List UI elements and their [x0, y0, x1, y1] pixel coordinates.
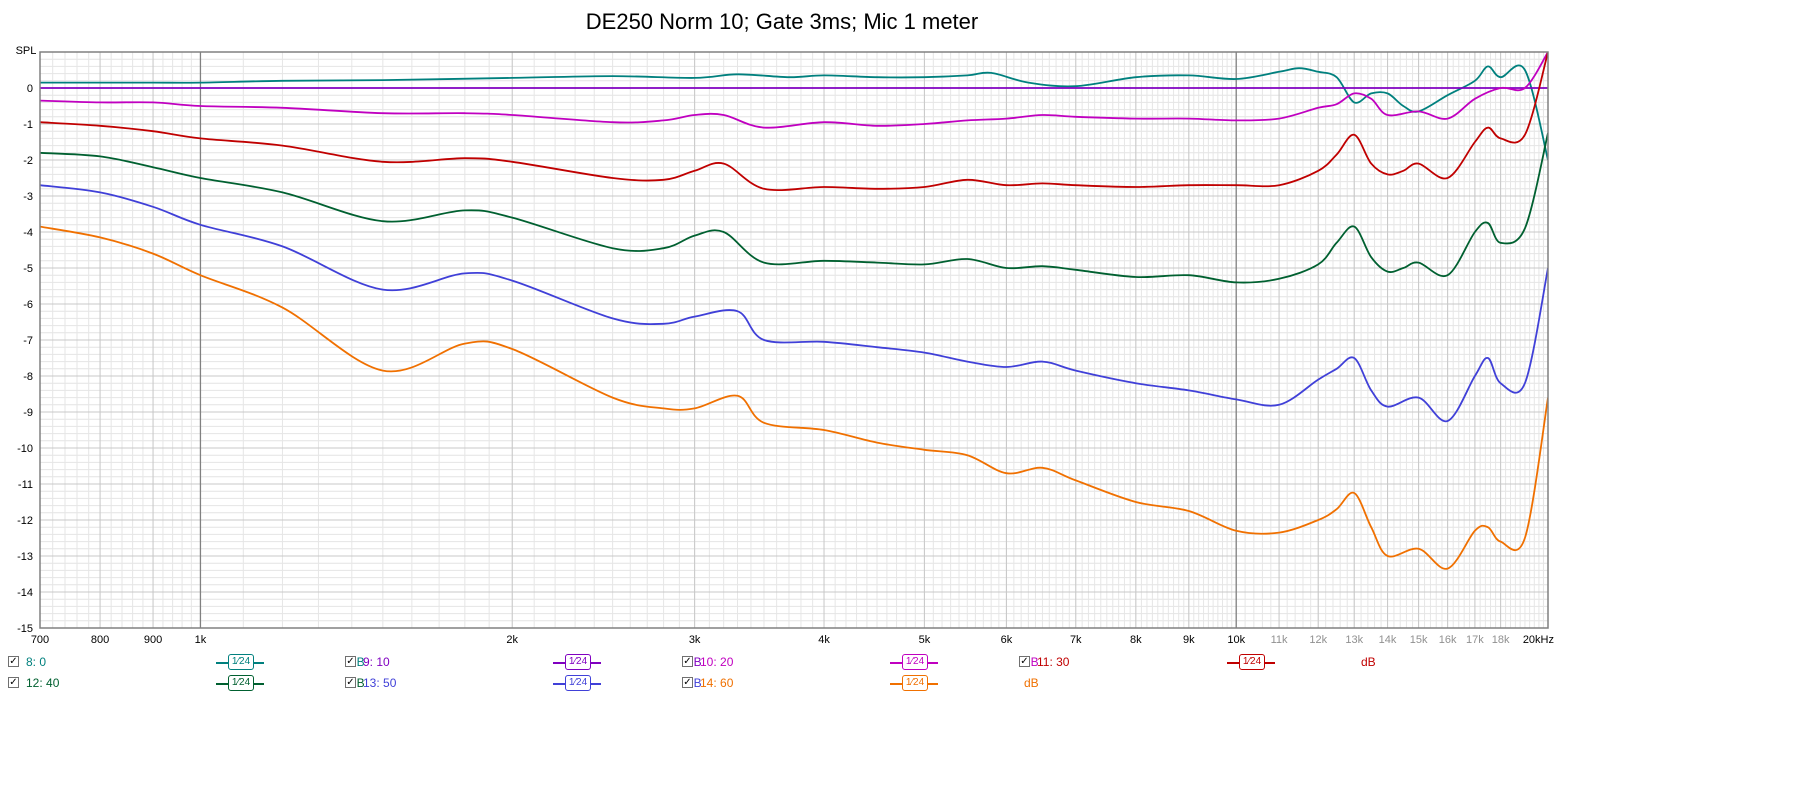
unit-label: dB	[1024, 676, 1039, 690]
smoothing-label: 1⁄24	[565, 654, 591, 670]
x-tick-label: 2k	[506, 634, 518, 646]
series-label: 8: 0	[26, 655, 47, 669]
series-checkbox[interactable]: ✓	[682, 677, 693, 688]
unit-label: dB	[1361, 655, 1376, 669]
plot-frame	[39, 51, 1549, 629]
smoothing-label: 1⁄24	[902, 654, 928, 670]
x-tick-label: 9k	[1183, 634, 1195, 646]
y-tick-label: -4	[23, 227, 33, 239]
y-tick-label: -5	[23, 263, 33, 275]
legend-row-1: ✓ 8: 0 1⁄24 dB ✓ 9: 10 1⁄24 dB ✓ 10: 20 …	[0, 653, 1800, 673]
x-tick-label: 12k	[1309, 634, 1327, 646]
series-checkbox[interactable]: ✓	[8, 656, 19, 667]
frequency-response-chart: DE250 Norm 10; Gate 3ms; Mic 1 meter SPL…	[16, 9, 1554, 646]
smoothing-button[interactable]: 1⁄24	[216, 654, 264, 670]
series-checkbox[interactable]: ✓	[345, 677, 356, 688]
y-tick-label: 0	[27, 83, 33, 95]
x-tick-label: 10k	[1227, 634, 1245, 646]
y-tick-label: -2	[23, 155, 33, 167]
x-tick-label: 17k	[1466, 634, 1484, 646]
x-tick-label: 1k	[195, 634, 207, 646]
y-tick-labels: 0 -1 -2 -3 -4 -5 -6 -7 -8 -9 -10 -11 -12 -13 -14 -15	[17, 83, 33, 635]
series-checkbox[interactable]: ✓	[682, 656, 693, 667]
x-tick-label: 14k	[1379, 634, 1397, 646]
x-tick-label: 8k	[1130, 634, 1142, 646]
series-line-12-40	[40, 132, 1548, 284]
series-line-10-20	[40, 52, 1548, 129]
y-tick-label: -8	[23, 371, 33, 383]
series-line-14-60	[40, 225, 1548, 570]
y-tick-label: -7	[23, 335, 33, 347]
y-tick-label: -11	[18, 479, 33, 491]
smoothing-button[interactable]: 1⁄24	[553, 654, 601, 670]
y-tick-label: -13	[17, 551, 33, 563]
x-tick-label: 15k	[1410, 634, 1428, 646]
x-tick-label: 700	[31, 634, 49, 646]
y-tick-label: -14	[17, 587, 33, 599]
series-checkbox[interactable]: ✓	[1019, 656, 1030, 667]
x-tick-label: 18k	[1492, 634, 1510, 646]
series-label: 14: 60	[700, 676, 734, 690]
y-tick-label: -12	[17, 515, 33, 527]
x-tick-label: 20kHz	[1523, 634, 1554, 646]
series-checkbox[interactable]: ✓	[8, 677, 19, 688]
series-line-11-30	[40, 52, 1548, 192]
smoothing-label: 1⁄24	[1239, 654, 1265, 670]
y-axis-label: SPL	[16, 45, 37, 57]
smoothing-label: 1⁄24	[228, 654, 254, 670]
x-tick-labels: 700 800 900 1k 2k 3k 4k 5k 6k 7k 8k 9k 10k 11k 12k 13k 1…	[31, 634, 1554, 646]
y-tick-label: -9	[23, 407, 33, 419]
series-label: 12: 40	[26, 676, 60, 690]
smoothing-label: 1⁄24	[228, 675, 254, 691]
x-tick-label: 13k	[1345, 634, 1363, 646]
x-tick-label: 5k	[919, 634, 931, 646]
x-tick-label: 900	[144, 634, 162, 646]
x-tick-label: 6k	[1001, 634, 1013, 646]
y-tick-label: -1	[23, 119, 33, 131]
smoothing-button[interactable]: 1⁄24	[1227, 654, 1275, 670]
smoothing-label: 1⁄24	[902, 675, 928, 691]
x-tick-label: 4k	[818, 634, 830, 646]
smoothing-button[interactable]: 1⁄24	[216, 675, 264, 691]
series-layer	[40, 52, 1548, 570]
x-tick-label: 800	[91, 634, 109, 646]
series-label: 10: 20	[700, 655, 734, 669]
series-label: 9: 10	[363, 655, 390, 669]
x-tick-label: 16k	[1439, 634, 1457, 646]
legend-row-2: ✓ 12: 40 1⁄24 dB ✓ 13: 50 1⁄24 dB ✓ 14: …	[0, 674, 1800, 694]
x-tick-label: 11k	[1271, 634, 1288, 646]
y-tick-label: -10	[17, 443, 33, 455]
series-label: 11: 30	[1037, 655, 1070, 669]
y-tick-label: -15	[17, 623, 33, 635]
x-tick-label: 3k	[689, 634, 701, 646]
chart-title: DE250 Norm 10; Gate 3ms; Mic 1 meter	[586, 9, 978, 34]
y-tick-label: -6	[23, 299, 33, 311]
y-tick-label: -3	[23, 191, 33, 203]
series-line-13-50	[40, 184, 1548, 423]
series-checkbox[interactable]: ✓	[345, 656, 356, 667]
smoothing-button[interactable]: 1⁄24	[890, 654, 938, 670]
smoothing-button[interactable]: 1⁄24	[890, 675, 938, 691]
smoothing-label: 1⁄24	[565, 675, 591, 691]
smoothing-button[interactable]: 1⁄24	[553, 675, 601, 691]
x-tick-label: 7k	[1070, 634, 1082, 646]
series-label: 13: 50	[363, 676, 397, 690]
